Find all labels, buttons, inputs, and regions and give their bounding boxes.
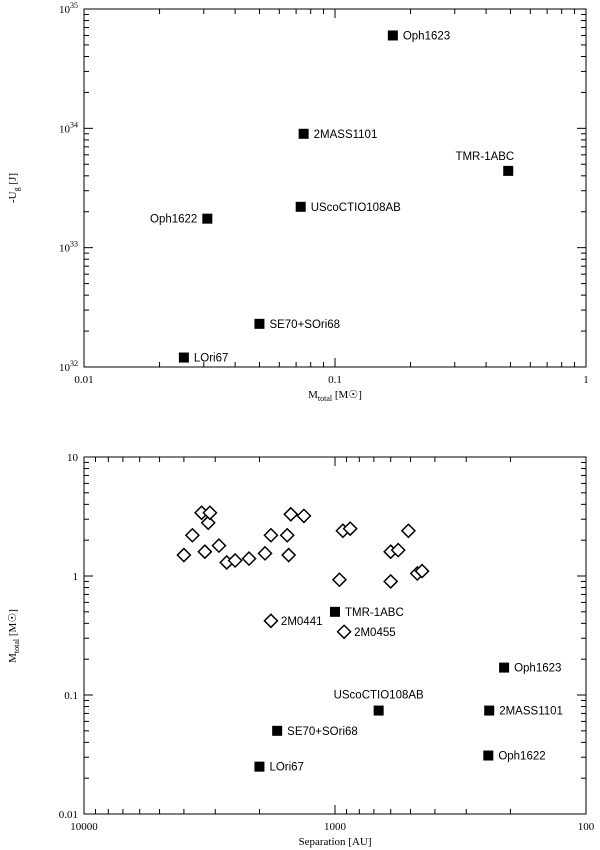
bottom-y-axis-title: Mtotal [M☉] bbox=[7, 609, 21, 663]
square-marker bbox=[483, 750, 494, 761]
top-y-tick-labels: 1032 1033 1034 1035 bbox=[59, 1, 78, 374]
diamond-marker bbox=[414, 563, 430, 579]
point-label: 2MASS1101 bbox=[314, 129, 378, 141]
x-tick-label: 1 bbox=[583, 374, 589, 386]
diamond-marker bbox=[336, 624, 352, 640]
point-label: SE70+SOri68 bbox=[287, 726, 358, 738]
y-tick-label: 1034 bbox=[59, 120, 78, 135]
bottom-x-tick-labels: 10000 1000 100 bbox=[70, 821, 595, 833]
y-tick-label: 1 bbox=[73, 571, 79, 583]
diamond-marker bbox=[400, 523, 416, 539]
point-label: 2MASS1101 bbox=[499, 706, 563, 718]
diamond-marker bbox=[331, 572, 348, 588]
x-tick-label: 0.01 bbox=[74, 374, 93, 386]
top-plot-frame bbox=[83, 8, 587, 368]
square-marker bbox=[272, 725, 283, 736]
top-y-axis-title: -Ug [J] bbox=[7, 173, 21, 203]
x-tick-label: 1000 bbox=[324, 821, 347, 833]
diamond-marker bbox=[241, 551, 257, 567]
square-marker bbox=[373, 705, 384, 716]
square-marker bbox=[484, 705, 495, 716]
point-label: SE70+SOri68 bbox=[269, 319, 340, 331]
point-label: 2M0455 bbox=[354, 627, 396, 639]
point-label: Oph1622 bbox=[498, 751, 545, 763]
square-marker bbox=[499, 662, 510, 673]
point-label: 2M0441 bbox=[281, 616, 323, 628]
y-tick-label: 1035 bbox=[59, 1, 78, 16]
bottom-data-points: TMR-1ABC Oph1623 UScoCTIO108AB 2MASS1101 SE7… bbox=[176, 505, 563, 774]
top-panel: 0.01 0.1 1 1032 1033 1034 1035 Oph1623 2MASS11… bbox=[7, 1, 589, 403]
sun-symbol-icon: ☉ bbox=[7, 613, 19, 623]
point-label: LOri67 bbox=[194, 353, 229, 365]
bottom-panel: 10000 1000 100 0.01 0.1 1 10 TMR-1ABC Oph1623 U… bbox=[7, 452, 595, 848]
diamond-marker bbox=[281, 547, 297, 563]
diamond-marker bbox=[257, 545, 273, 561]
diamond-marker bbox=[342, 521, 358, 537]
diamond-marker bbox=[263, 613, 279, 629]
diamond-marker bbox=[227, 552, 243, 569]
point-label: UScoCTIO108AB bbox=[311, 202, 401, 214]
square-marker bbox=[178, 352, 189, 363]
top-data-points: Oph1623 2MASS1101 TMR-1ABC UScoCTIO108AB Oph… bbox=[150, 30, 514, 364]
diamond-marker bbox=[390, 542, 406, 558]
diamond-marker bbox=[197, 544, 213, 560]
diamond-marker bbox=[202, 505, 218, 521]
diamond-marker bbox=[176, 547, 192, 563]
square-marker bbox=[298, 128, 309, 139]
diamond-marker bbox=[283, 506, 299, 522]
y-tick-label: 0.1 bbox=[64, 690, 78, 702]
diamond-marker bbox=[184, 527, 200, 543]
point-label: Oph1623 bbox=[514, 663, 561, 675]
bottom-x-axis-title: Separation [AU] bbox=[298, 836, 371, 848]
x-tick-label: 10000 bbox=[70, 821, 98, 833]
diamond-marker bbox=[279, 527, 295, 543]
square-marker bbox=[387, 30, 398, 41]
diamond-marker bbox=[263, 527, 279, 543]
point-label: UScoCTIO108AB bbox=[334, 690, 424, 702]
square-marker bbox=[295, 201, 306, 212]
y-tick-label: 1032 bbox=[59, 359, 78, 374]
top-x-tick-labels: 0.01 0.1 1 bbox=[74, 374, 588, 386]
square-marker bbox=[503, 165, 514, 176]
diamond-marker bbox=[296, 508, 312, 524]
point-label: Oph1622 bbox=[150, 214, 197, 226]
bottom-y-tick-labels: 0.01 0.1 1 10 bbox=[59, 452, 79, 821]
point-label: TMR-1ABC bbox=[455, 151, 514, 163]
bottom-axis-ticks bbox=[83, 456, 587, 815]
diamond-marker bbox=[211, 538, 227, 554]
point-label: LOri67 bbox=[269, 762, 304, 774]
square-marker bbox=[254, 761, 265, 772]
y-tick-label: 10 bbox=[67, 452, 79, 464]
square-marker bbox=[330, 606, 340, 617]
square-marker bbox=[254, 318, 265, 329]
sun-symbol-icon: ☉ bbox=[348, 389, 358, 401]
top-x-axis-title: Mtotal [M☉] bbox=[308, 389, 362, 403]
x-tick-label: 0.1 bbox=[328, 374, 342, 386]
y-tick-label: 0.01 bbox=[59, 809, 78, 821]
point-label: Oph1623 bbox=[403, 30, 450, 42]
diamond-marker bbox=[200, 515, 216, 531]
x-tick-label: 100 bbox=[578, 821, 595, 833]
top-axis-ticks bbox=[83, 8, 587, 368]
square-marker bbox=[202, 213, 213, 224]
point-label: TMR-1ABC bbox=[345, 607, 404, 619]
y-tick-label: 1033 bbox=[59, 240, 78, 255]
diamond-marker bbox=[383, 573, 399, 590]
